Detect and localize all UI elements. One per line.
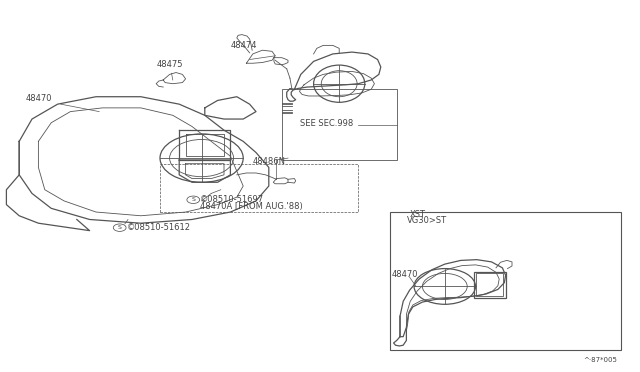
Text: 48470: 48470: [26, 94, 52, 103]
Text: S: S: [191, 197, 195, 202]
Text: 48486N: 48486N: [253, 157, 286, 166]
Text: XST: XST: [410, 209, 426, 218]
Text: 48470: 48470: [392, 270, 418, 279]
Text: ©08510-51697: ©08510-51697: [200, 195, 264, 204]
Text: ©08510-51612: ©08510-51612: [127, 223, 191, 232]
Text: VG30>ST: VG30>ST: [407, 216, 447, 225]
Bar: [160, 164, 358, 212]
Bar: [390, 212, 621, 350]
Text: 48474: 48474: [230, 41, 257, 50]
Bar: [474, 272, 506, 298]
Text: 48470A [FROM AUG.'88): 48470A [FROM AUG.'88): [200, 202, 303, 211]
Text: S: S: [118, 225, 122, 230]
Text: SEE SEC.998: SEE SEC.998: [300, 119, 353, 128]
Bar: [476, 273, 503, 296]
Text: 48475: 48475: [157, 60, 183, 69]
Text: ^·87*005: ^·87*005: [584, 357, 618, 363]
Bar: [282, 89, 397, 160]
